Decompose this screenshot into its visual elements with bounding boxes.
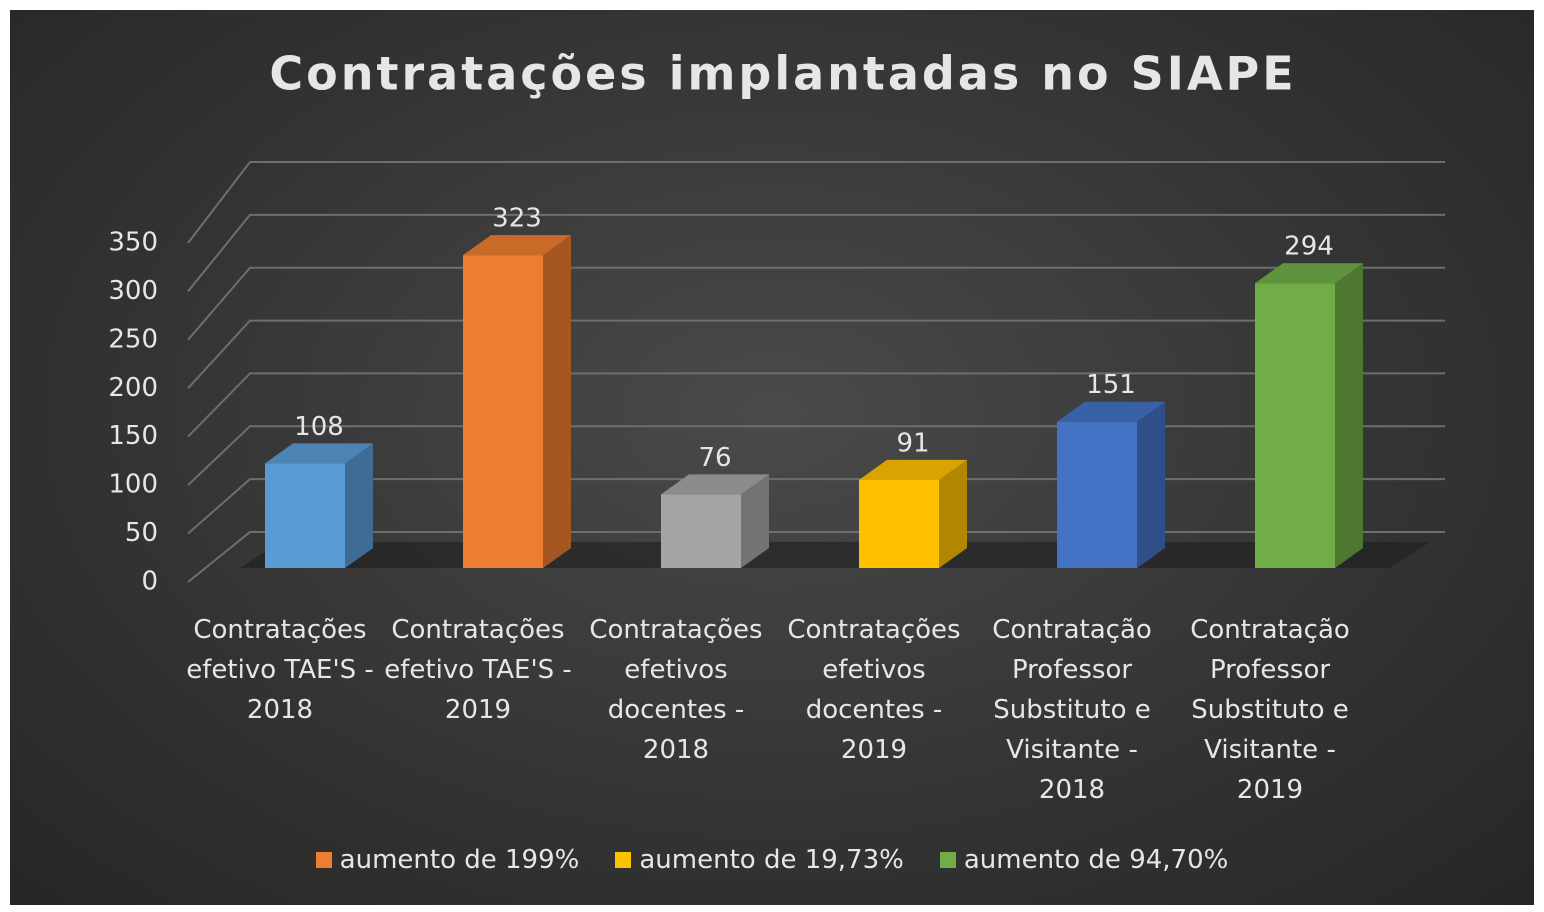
value-label: 91 [896, 428, 929, 458]
bar-side [741, 474, 769, 568]
grid-line [187, 531, 1445, 583]
bar-top [1255, 263, 1363, 284]
bar-top-shade [463, 235, 571, 256]
y-tick-label: 150 [108, 421, 158, 451]
bar-side [543, 235, 571, 568]
legend-item: aumento de 199% [315, 845, 580, 875]
bar-side-shade [1335, 263, 1363, 568]
x-tick-label: Contratações efetivo TAE'S - 2018 [186, 615, 374, 725]
bar-top-shade [265, 443, 373, 464]
floor-shadow [240, 542, 1430, 568]
value-label: 151 [1086, 370, 1136, 400]
legend: aumento de 199% aumento de 19,73% aumento … [10, 845, 1534, 875]
value-label: 294 [1284, 232, 1334, 262]
bar-side [1137, 401, 1165, 568]
bar-top [265, 443, 373, 464]
bar-top [661, 474, 769, 495]
y-tick-label: 200 [108, 373, 158, 403]
bar [1057, 421, 1137, 568]
y-tick-label: 300 [108, 276, 158, 306]
legend-swatch [615, 852, 632, 868]
bar-top-shade [859, 459, 967, 480]
y-tick-label: 250 [108, 324, 158, 354]
bar-top [1057, 401, 1165, 422]
x-tick-label: Contratação Professor Substituto e Visit… [992, 615, 1152, 805]
bar-top-shade [1057, 401, 1165, 422]
x-tick-label: Contratações efetivos docentes - 2019 [787, 615, 961, 765]
bar-top-shade [661, 474, 769, 495]
value-label: 108 [294, 412, 344, 442]
x-tick-label: Contratações efetivo TAE'S - 2019 [384, 615, 572, 725]
y-tick-label: 50 [125, 518, 158, 548]
grid-line [187, 319, 1445, 389]
legend-item: aumento de 94,70% [939, 845, 1229, 875]
grid-line [187, 266, 1445, 341]
bar [859, 479, 939, 568]
grid-line [187, 478, 1445, 535]
bar [265, 463, 345, 568]
bar [463, 255, 543, 568]
bar-top-shade [1255, 263, 1363, 284]
bar-side-shade [345, 443, 373, 568]
bar-side-shade [939, 459, 967, 568]
plot: Contratações implantadas no SIAPE 0 50 100… [108, 47, 1445, 597]
legend-label: aumento de 94,70% [963, 845, 1229, 875]
grid-line [187, 161, 1445, 244]
y-tick-label: 100 [108, 470, 158, 500]
legend-swatch [315, 852, 332, 868]
bar [661, 494, 741, 568]
chart: Contratações implantadas no SIAPE 0 50 100… [10, 10, 1534, 905]
value-label: 76 [698, 443, 731, 473]
grid-line [187, 372, 1445, 438]
bar-side [345, 443, 373, 568]
bar-side-shade [1137, 401, 1165, 568]
bar-side-shade [543, 235, 571, 568]
bar [1255, 283, 1335, 568]
legend-swatch [939, 852, 956, 868]
x-tick-label: Contratações efetivos docentes - 2018 [589, 615, 763, 765]
bar-top [859, 459, 967, 480]
legend-item: aumento de 19,73% [615, 845, 904, 875]
legend-label: aumento de 199% [339, 845, 580, 875]
legend-label: aumento de 19,73% [639, 845, 904, 875]
y-tick-label: 0 [141, 567, 158, 597]
chart-title: Contratações implantadas no SIAPE [269, 47, 1296, 101]
bar-side-shade [741, 474, 769, 568]
value-label: 323 [492, 204, 542, 234]
bar-side [1335, 263, 1363, 568]
y-tick-label: 350 [108, 228, 158, 258]
bar-side [939, 459, 967, 568]
bar-top [463, 235, 571, 256]
x-tick-label: Contratação Professor Substituto e Visit… [1190, 615, 1350, 805]
grid-line [187, 213, 1445, 293]
grid-line [187, 425, 1445, 486]
